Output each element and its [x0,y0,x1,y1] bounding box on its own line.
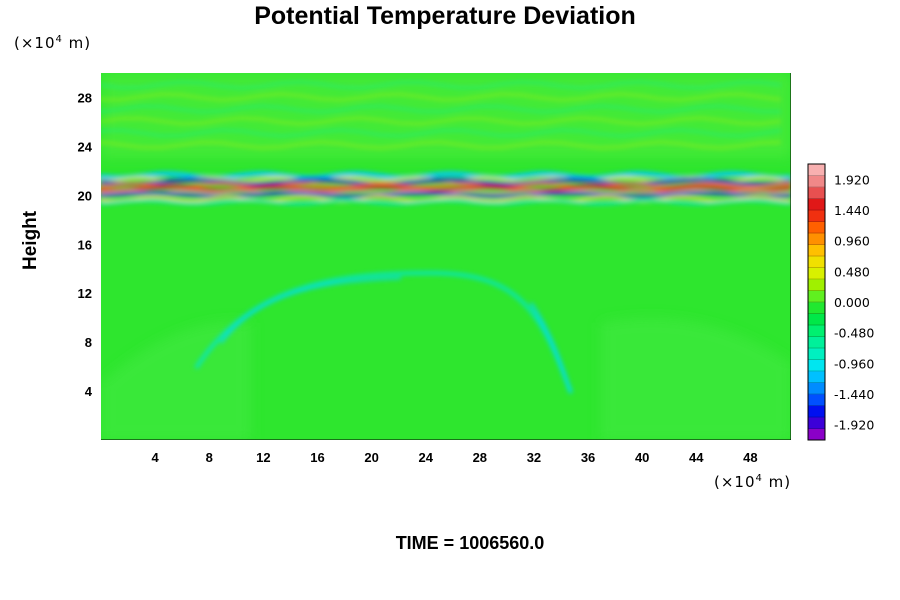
colorbar-segment [808,417,825,429]
colorbar-segment [808,359,825,372]
colorbar-segment [808,221,825,234]
colorbar: 1.920 1.440 0.960 0.480 0.000 -0.480 -0.960 -1.… [807,163,874,441]
x-tick-label: 36 [581,450,595,465]
x-tick-label: 20 [364,450,378,465]
colorbar-segment [808,164,825,176]
x-tick-label: 16 [310,450,324,465]
band-line [101,191,791,198]
x-tick-label: 8 [206,450,213,465]
colorbar-segment [808,290,825,303]
colorbar-label: 1.920 [834,172,870,187]
colorbar-label: -0.960 [834,356,874,371]
wave-front-arc [194,270,573,394]
colorbar-segment [808,313,825,326]
wave-front-arc [529,302,573,394]
x-axis-ticks: 4 8 12 16 20 24 28 32 36 40 44 48 [152,450,758,465]
wave-front-arc [219,276,402,344]
y-tick-label: 20 [78,188,92,203]
colorbar-segment [808,198,825,211]
x-tick-label: 24 [418,450,433,465]
x-tick-label: 48 [743,450,757,465]
colorbar-segment [808,233,825,245]
colorbar-segment [808,382,825,395]
colorbar-segment [808,325,825,337]
soft-region [601,318,791,440]
x-tick-label: 12 [256,450,270,465]
x-axis-unit: (×104 m) [714,473,792,491]
colorbar-segment [808,302,825,314]
time-label: TIME = 1006560.0 [395,533,545,553]
colorbar-segment [808,175,825,188]
colorbar-label: -1.920 [834,418,874,433]
x-tick-label: 44 [689,450,704,465]
colorbar-segment [808,336,825,349]
soft-region [101,321,251,440]
colorbar-segment [808,428,825,441]
y-tick-label: 4 [85,384,93,399]
colorbar-label: -0.480 [834,326,874,341]
colorbar-segment [808,371,825,383]
ripple-line [101,128,782,138]
band-line [101,184,791,193]
x-tick-label: 28 [473,450,487,465]
colorbar-label: -1.440 [834,387,874,402]
y-tick-label: 28 [78,90,92,105]
ripple-line [101,92,782,102]
x-tick-label: 4 [152,450,160,465]
band-line [101,177,791,186]
colorbar-segment [808,210,825,222]
x-tick-label: 32 [527,450,541,465]
ripple-line [101,140,782,150]
colorbar-segment [808,244,825,257]
colorbar-label: 0.000 [834,295,870,310]
colorbar-label: 0.480 [834,264,870,279]
band-line [101,199,791,205]
colorbar-segment [808,394,825,406]
colorbar-segment [808,267,825,280]
ripple-line [101,116,782,126]
colorbar-segment [808,348,825,360]
colorbar-label: 1.440 [834,203,870,218]
band-line [101,195,791,203]
plot-area [101,73,791,440]
ripple-line [101,80,782,90]
ripple-line [101,104,782,114]
chart-title: Potential Temperature Deviation [254,2,636,30]
y-axis-ticks: 4 8 12 16 20 24 28 [78,90,93,399]
colorbar-frame [807,163,826,441]
colorbar-segment [808,279,825,291]
y-tick-label: 8 [85,335,92,350]
y-tick-label: 16 [78,237,92,252]
y-tick-label: 24 [78,139,93,154]
y-tick-label: 12 [78,286,92,301]
colorbar-segment [808,256,825,268]
colorbar-segment [808,187,825,199]
y-axis-unit: (×104 m) [14,34,92,52]
colorbar-segment [808,405,825,418]
x-tick-label: 40 [635,450,649,465]
colorbar-label: 0.960 [834,234,870,249]
